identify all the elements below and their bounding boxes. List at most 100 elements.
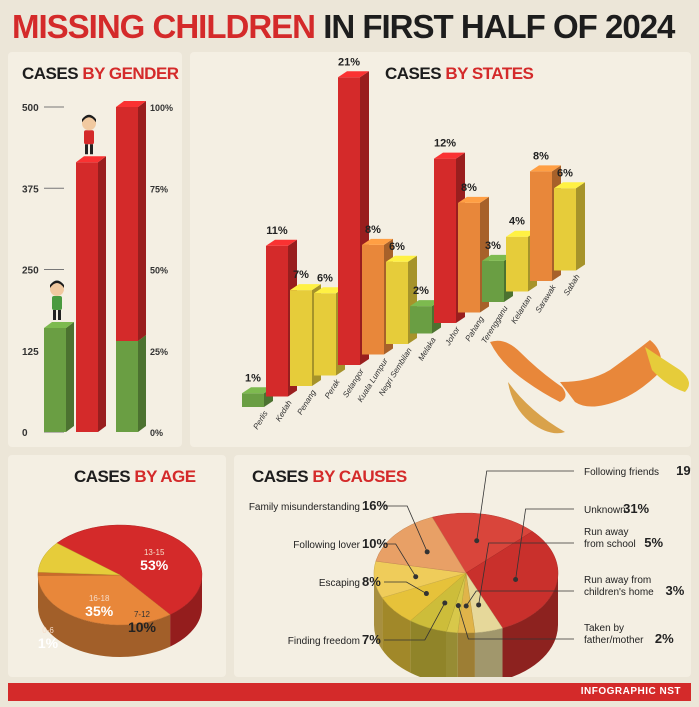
peninsula-map	[490, 340, 566, 402]
cause-name-label: Unknown	[584, 505, 626, 516]
state-value-label: 4%	[509, 216, 525, 228]
cause-pointer-line	[457, 605, 574, 640]
cause-percent-label: 8%	[362, 574, 381, 589]
state-value-label: 7%	[293, 269, 309, 281]
age-range-label: 16-18	[89, 594, 110, 603]
age-range-label: 7-12	[134, 610, 151, 619]
cause-name-label: Run away from	[584, 575, 651, 586]
age-percent-label: 10%	[128, 619, 157, 635]
age-side	[170, 575, 202, 647]
cause-side	[374, 573, 383, 650]
gender-left-tick: 250	[22, 266, 39, 277]
age-percent-label: 35%	[85, 603, 114, 619]
title-part-1: MISSING CHILDREN	[12, 8, 316, 45]
state-category-label: Perlis	[251, 409, 269, 431]
footer-label: INFOGRAPHIC	[580, 686, 657, 697]
gender-right-tick: 0%	[150, 428, 163, 438]
cause-pointer-line	[478, 542, 574, 606]
cause-pointer-dot	[455, 603, 461, 609]
cause-pointer-dot	[424, 549, 430, 555]
causes-panel-title: CASES BY CAUSES	[252, 467, 407, 486]
state-value-label: 11%	[266, 225, 288, 237]
state-category-label: Melaka	[416, 335, 438, 362]
age-range-label: 13-15	[144, 548, 165, 557]
cause-name-label: father/mother	[584, 635, 644, 646]
state-value-label: 3%	[485, 240, 501, 252]
cause-name-label: Taken by	[584, 623, 624, 634]
footer-brand: NST	[659, 686, 681, 697]
cause-side	[502, 573, 558, 677]
cause-pointer-line	[465, 590, 574, 607]
state-category-label: Johor	[443, 325, 462, 348]
gender-bar	[44, 322, 74, 432]
age-range-label: 0-6	[42, 626, 54, 635]
age-side	[38, 575, 171, 657]
state-value-label: 8%	[365, 224, 381, 236]
cause-pointer-line	[384, 581, 427, 594]
state-value-label: 6%	[389, 241, 405, 253]
state-category-label: Sabah	[562, 272, 582, 297]
gender-bar	[76, 156, 106, 432]
gender-left-tick: 125	[22, 347, 39, 358]
peninsula-map-south	[508, 382, 565, 434]
gender-chart: 0 125 250 375 500 0% 25% 50% 75% 100%	[22, 101, 173, 439]
cause-pointer-dot	[413, 574, 419, 580]
state-value-label: 12%	[434, 138, 456, 150]
cause-name-label: Following friends	[584, 467, 659, 478]
state-category-label: Perak	[323, 377, 342, 400]
cause-name-label: children's home	[584, 587, 654, 598]
cause-percent-label: 10%	[362, 536, 388, 551]
cause-side	[382, 597, 411, 673]
cause-percent-label: 31%	[623, 501, 649, 516]
state-category-label: Terengganu	[480, 304, 510, 345]
cause-percent-label: 19%	[676, 463, 691, 478]
state-category-label: Sarawak	[534, 282, 559, 314]
gender-left-tick: 0	[22, 428, 28, 439]
state-value-label: 8%	[461, 182, 477, 194]
cause-percent-label: 5%	[644, 535, 663, 550]
cause-name-label: Following lover	[293, 540, 360, 551]
cause-pointer-dot	[423, 591, 429, 597]
gender-right-tick: 75%	[150, 184, 168, 194]
gender-right-tick: 100%	[150, 103, 173, 113]
cause-name-label: Run away	[584, 527, 628, 538]
age-percent-label: 53%	[140, 557, 169, 573]
age-slice	[56, 524, 203, 615]
state-value-label: 1%	[245, 372, 261, 384]
cause-pointer-dot	[442, 600, 448, 606]
cause-name-label: Escaping	[319, 578, 360, 589]
cause-slice	[465, 531, 559, 629]
borneo-map-sarawak	[560, 340, 662, 407]
cause-percent-label: 16%	[362, 498, 388, 513]
gender-left-tick: 375	[22, 184, 39, 195]
age-panel-title: CASES BY AGE	[74, 467, 196, 486]
footer: INFOGRAPHIC NST	[8, 683, 691, 701]
state-value-label: 21%	[338, 56, 360, 68]
cause-side	[446, 631, 458, 677]
gender-right-tick: 50%	[150, 266, 168, 276]
boy-icon	[50, 280, 64, 320]
gender-panel-title: CASES BY GENDER	[22, 64, 179, 83]
title-part-2: IN FIRST HALF OF 2024	[323, 8, 675, 45]
gender-percent-segment	[116, 335, 146, 432]
page-title: MISSING CHILDREN IN FIRST HALF OF 2024	[12, 8, 675, 46]
cause-pointer-line	[515, 508, 574, 580]
state-category-label: Kedah	[274, 398, 294, 423]
state-category-label: Kelantan	[509, 293, 534, 325]
state-category-label: Penang	[295, 388, 318, 417]
cause-side	[457, 632, 475, 677]
cause-pointer-line	[384, 505, 428, 552]
cause-name-label: Finding freedom	[288, 636, 360, 647]
cause-pointer-line	[384, 543, 417, 577]
age-slice	[37, 574, 171, 626]
cause-side	[410, 620, 447, 677]
borneo-map-sabah	[645, 347, 689, 392]
gender-right-tick: 25%	[150, 347, 168, 357]
state-value-label: 8%	[533, 150, 549, 162]
gender-percent-segment	[116, 101, 146, 341]
cause-name-label: from school	[584, 539, 636, 550]
cause-name-label: Family misunderstanding	[249, 502, 360, 513]
age-percent-label: 1%	[38, 635, 59, 651]
